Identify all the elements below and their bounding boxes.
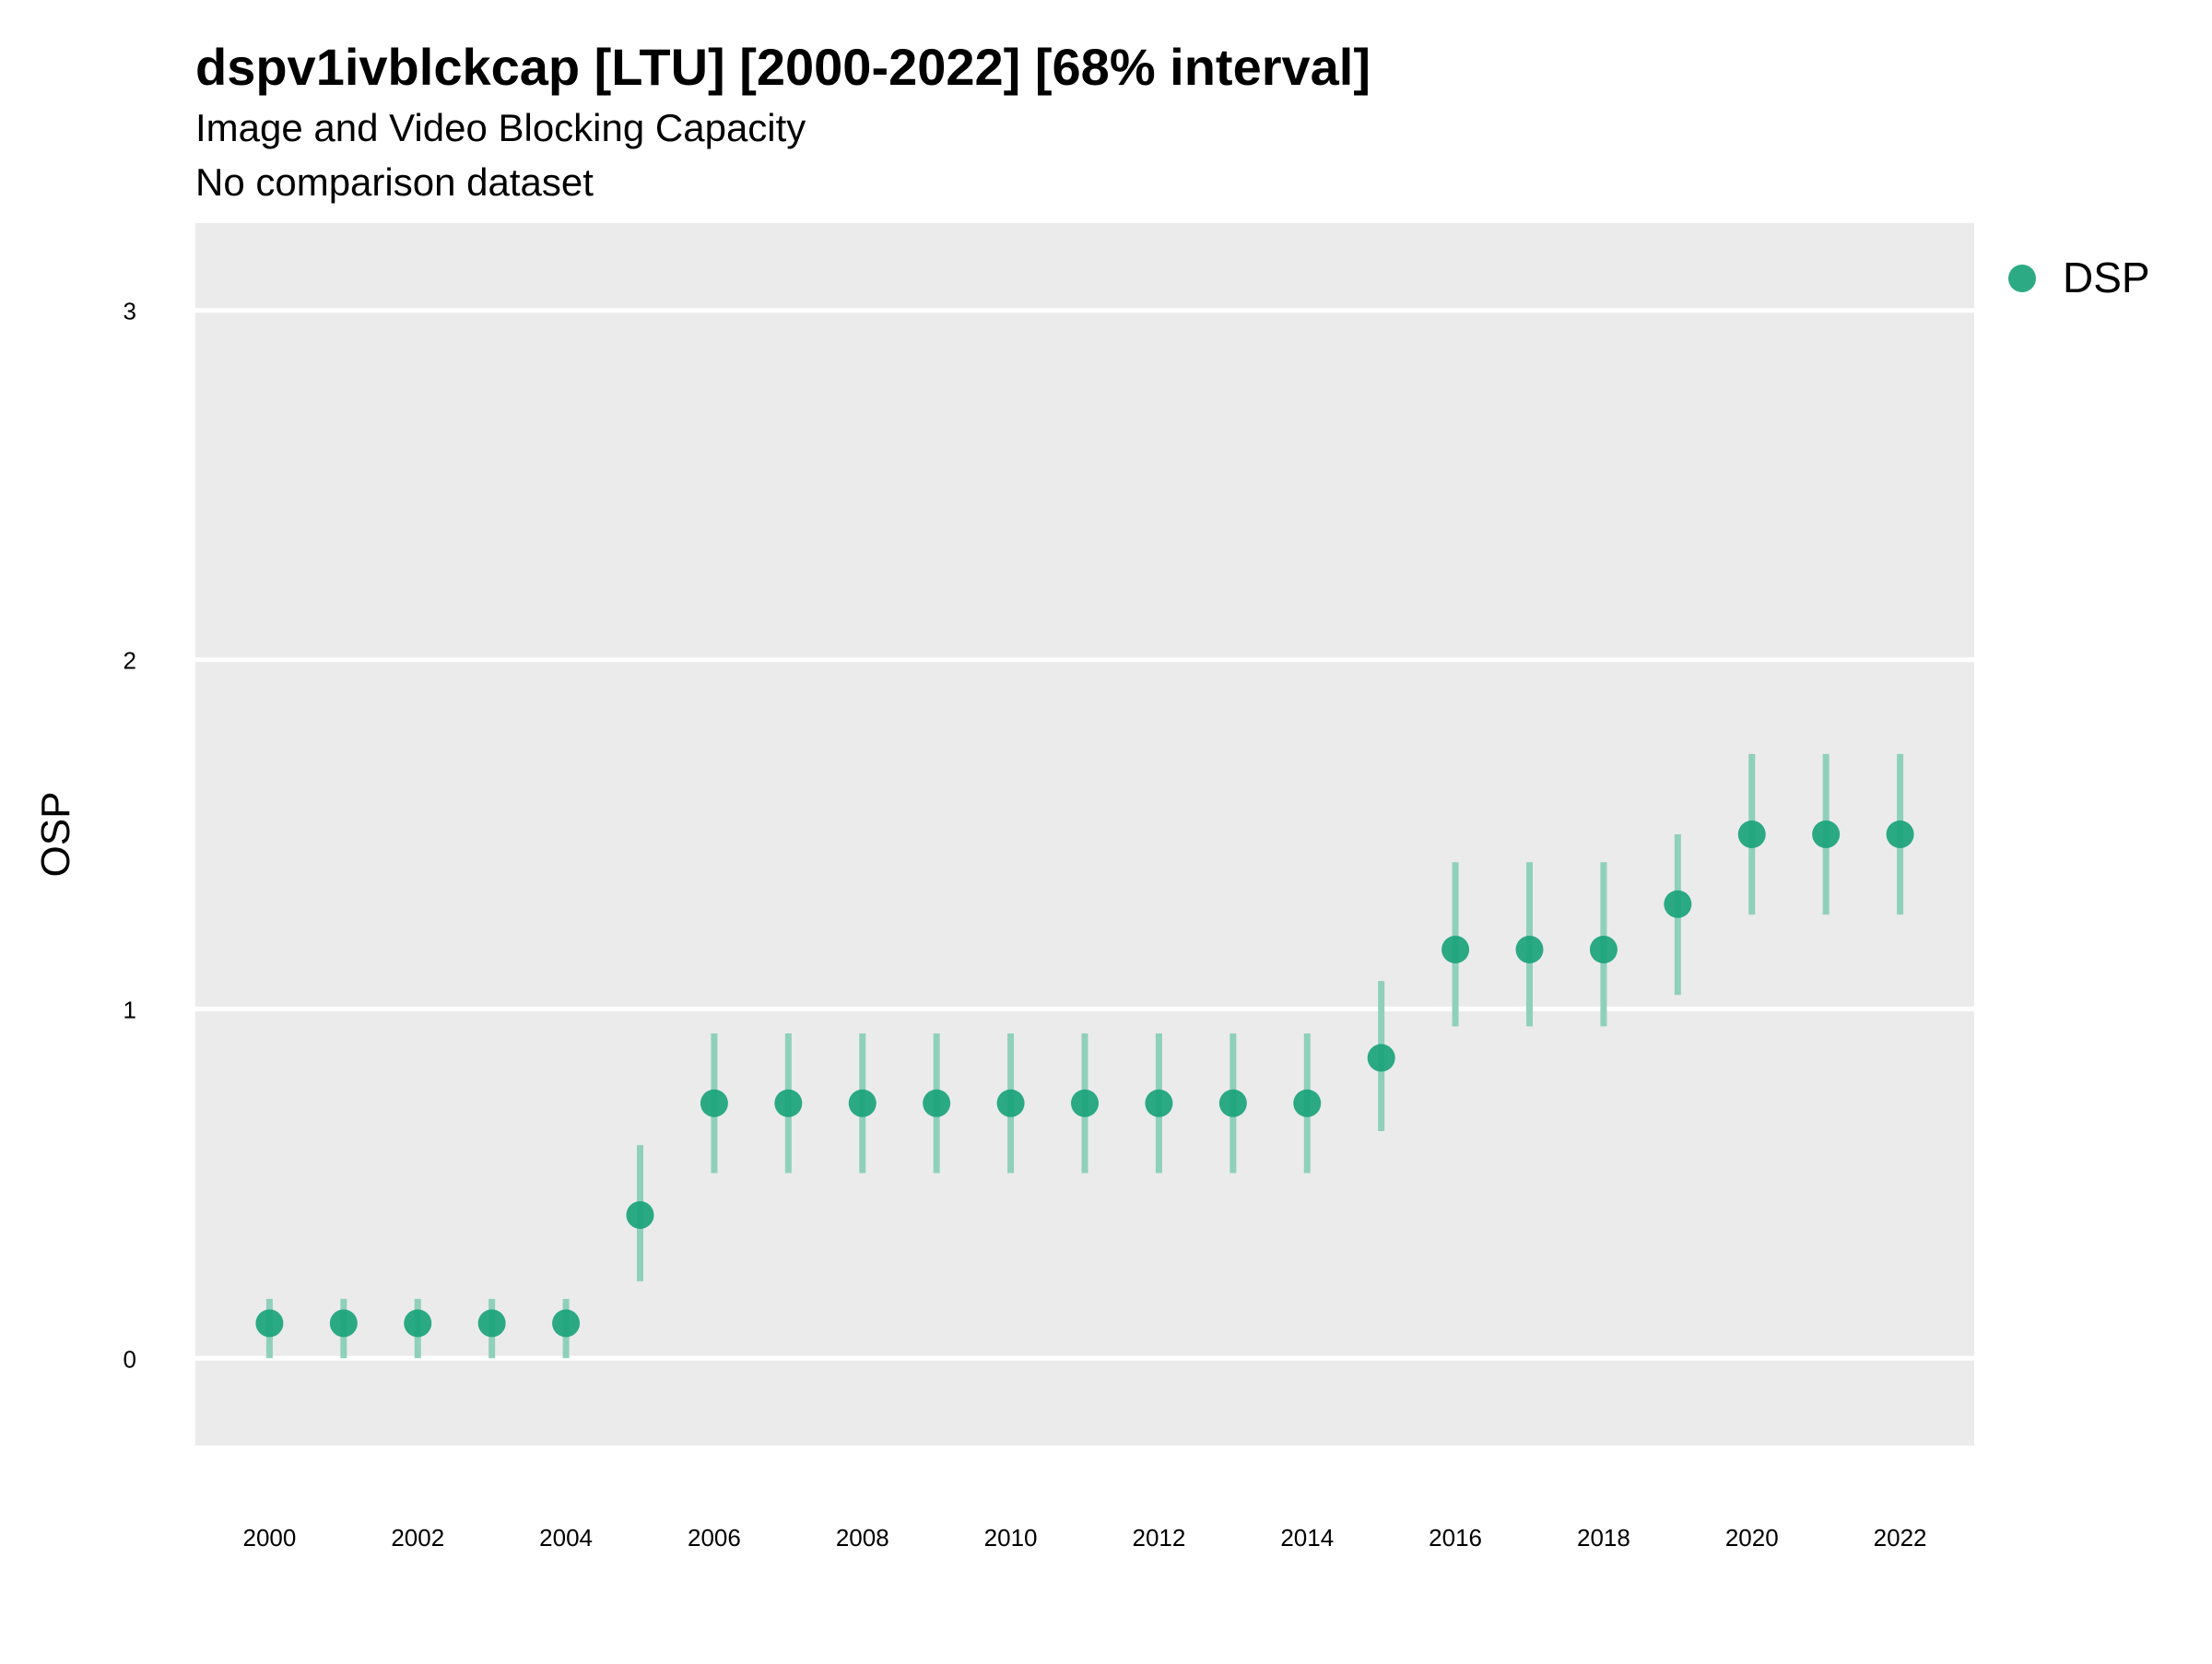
x-tick-label-2000: 2000	[242, 1524, 296, 1552]
x-tick-label-2008: 2008	[836, 1524, 889, 1552]
chart-subtitle: Image and Video Blocking Capacity	[195, 106, 806, 149]
x-tick-label-2018: 2018	[1577, 1524, 1630, 1552]
grid-layer	[195, 308, 1974, 1361]
point-2017	[1515, 936, 1544, 964]
point-2003	[477, 1309, 506, 1338]
chart-title: dspv1ivblckcap [LTU] [2000-2022] [68% in…	[195, 38, 1371, 96]
y-tick-label-1: 1	[124, 996, 136, 1023]
x-tick-labels: 2000 2002 2004 2006 2008 2010 2012 2014 2016 2018…	[242, 1524, 1926, 1552]
point-2002	[404, 1309, 432, 1338]
point-2015	[1367, 1044, 1395, 1072]
y-tick-label-2: 2	[124, 647, 136, 675]
plot-panel	[195, 223, 1974, 1446]
point-2008	[848, 1089, 877, 1117]
point-2009	[923, 1089, 951, 1117]
y-tick-label-0: 0	[124, 1345, 136, 1373]
point-2010	[996, 1089, 1025, 1117]
point-2013	[1218, 1089, 1247, 1117]
chart-caption: No comparison dataset	[195, 160, 594, 204]
y-tick-labels: 0 1 2 3	[124, 298, 136, 1374]
point-2014	[1293, 1089, 1322, 1117]
x-tick-label-2014: 2014	[1280, 1524, 1334, 1552]
point-2019	[1664, 890, 1692, 918]
point-2016	[1441, 936, 1470, 964]
legend-label-dsp: DSP	[2063, 254, 2150, 301]
point-layer	[255, 820, 1914, 1338]
point-2006	[700, 1089, 728, 1117]
point-2004	[552, 1309, 581, 1338]
x-tick-label-2020: 2020	[1725, 1524, 1779, 1552]
legend-key-dsp	[2008, 265, 2036, 292]
point-2011	[1071, 1089, 1099, 1117]
point-2012	[1145, 1089, 1173, 1117]
x-tick-label-2006: 2006	[688, 1524, 741, 1552]
x-tick-label-2002: 2002	[391, 1524, 444, 1552]
point-2000	[255, 1309, 284, 1338]
x-tick-label-2012: 2012	[1132, 1524, 1185, 1552]
point-2005	[626, 1200, 654, 1229]
point-2018	[1589, 936, 1618, 964]
x-tick-label-2010: 2010	[984, 1524, 1038, 1552]
y-tick-label-3: 3	[124, 298, 136, 325]
point-2007	[774, 1089, 803, 1117]
x-tick-label-2022: 2022	[1874, 1524, 1927, 1552]
y-axis-label: OSP	[33, 792, 78, 878]
legend: DSP	[2008, 254, 2150, 301]
x-tick-label-2004: 2004	[539, 1524, 593, 1552]
x-tick-label-2016: 2016	[1429, 1524, 1482, 1552]
point-2021	[1812, 820, 1841, 848]
point-2020	[1737, 820, 1766, 848]
point-2022	[1886, 820, 1914, 848]
point-2001	[329, 1309, 358, 1338]
